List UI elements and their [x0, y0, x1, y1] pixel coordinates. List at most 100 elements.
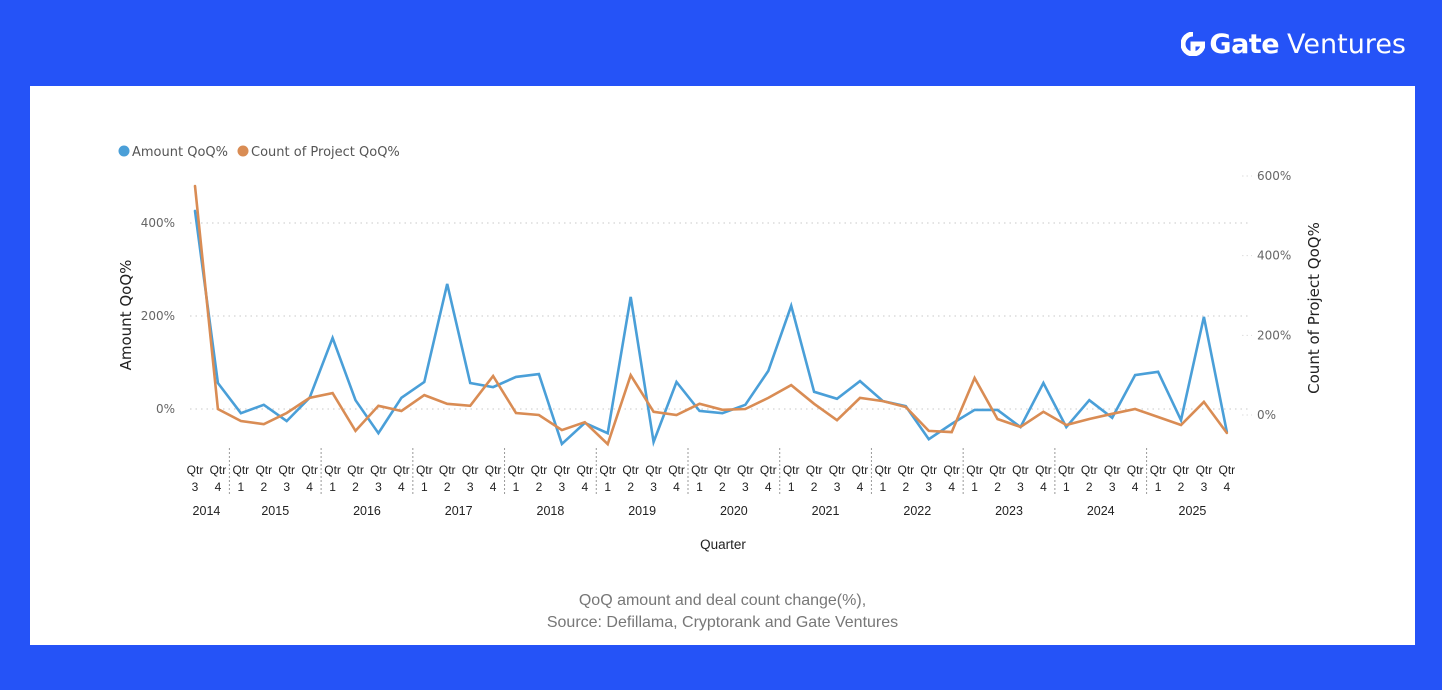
x-tick-quarter-prefix: Qtr	[1127, 463, 1144, 477]
x-tick-quarter-prefix: Qtr	[233, 463, 250, 477]
x-tick-quarter-number: 2	[627, 480, 634, 494]
x-tick-quarter-prefix: Qtr	[1081, 463, 1098, 477]
x-tick-quarter-prefix: Qtr	[347, 463, 364, 477]
x-tick-quarter-prefix: Qtr	[989, 463, 1006, 477]
x-tick-quarter-prefix: Qtr	[301, 463, 318, 477]
x-tick-quarter-number: 2	[719, 480, 726, 494]
x-tick-year: 2014	[193, 504, 221, 518]
x-tick-quarter-number: 4	[398, 480, 405, 494]
x-tick-quarter-number: 2	[444, 480, 451, 494]
chart-card: Amount QoQ% Count of Project QoQ% 0% 200%…	[30, 86, 1415, 645]
x-tick-quarter-prefix: Qtr	[554, 463, 571, 477]
caption-line-2: Source: Defillama, Cryptorank and Gate V…	[546, 614, 899, 631]
x-tick-quarter-number: 3	[1017, 480, 1024, 494]
x-tick-quarter-number: 3	[925, 480, 932, 494]
x-tick-quarter-number: 2	[902, 480, 909, 494]
left-tick-label: 400%	[141, 216, 175, 230]
x-tick-year: 2016	[353, 504, 381, 518]
x-tick-quarter-number: 4	[857, 480, 864, 494]
x-tick-quarter-prefix: Qtr	[393, 463, 410, 477]
x-tick-quarter-number: 1	[1155, 480, 1162, 494]
x-tick-quarter-number: 1	[421, 480, 428, 494]
x-tick-quarter-prefix: Qtr	[760, 463, 777, 477]
x-tick-quarter-prefix: Qtr	[714, 463, 731, 477]
legend-marker-count	[237, 145, 249, 157]
x-tick-quarter-prefix: Qtr	[531, 463, 548, 477]
x-tick-quarter-number: 1	[880, 480, 887, 494]
x-tick-quarter-number: 1	[971, 480, 978, 494]
x-tick-quarter-number: 1	[604, 480, 611, 494]
left-tick-label: 0%	[156, 402, 175, 416]
x-axis-title: Quarter	[700, 537, 746, 552]
x-tick-quarter-prefix: Qtr	[599, 463, 616, 477]
x-tick-quarter-number: 3	[650, 480, 657, 494]
x-tick-quarter-number: 2	[1086, 480, 1093, 494]
brand-name-bold: Gate	[1209, 28, 1280, 60]
x-tick-quarter-prefix: Qtr	[1219, 463, 1236, 477]
x-tick-quarter-number: 3	[192, 480, 199, 494]
x-tick-quarter-number: 4	[1132, 480, 1139, 494]
count-qoq-line	[193, 184, 1229, 447]
x-tick-quarter-prefix: Qtr	[1196, 463, 1213, 477]
x-tick-quarter-number: 1	[238, 480, 245, 494]
caption-line-1: QoQ amount and deal count change(%),	[578, 592, 867, 609]
x-tick-quarter-number: 3	[375, 480, 382, 494]
x-tick-quarter-number: 4	[673, 480, 680, 494]
x-tick-quarter-prefix: Qtr	[1035, 463, 1052, 477]
right-axis-ticks: 0% 200% 400% 600%	[1257, 169, 1291, 422]
gridlines	[190, 175, 1252, 416]
x-tick-quarter-number: 3	[834, 480, 841, 494]
x-tick-quarter-prefix: Qtr	[278, 463, 295, 477]
series-lines	[193, 184, 1229, 448]
x-tick-year: 2021	[812, 504, 840, 518]
x-tick-quarter-prefix: Qtr	[943, 463, 960, 477]
x-tick-quarter-prefix: Qtr	[576, 463, 593, 477]
legend-marker-amount	[118, 145, 130, 157]
gate-logo-icon	[1181, 32, 1206, 56]
x-tick-quarter-prefix: Qtr	[737, 463, 754, 477]
x-tick-quarter-number: 3	[559, 480, 566, 494]
x-tick-year: 2023	[995, 504, 1023, 518]
x-tick-quarter-number: 4	[581, 480, 588, 494]
x-tick-year: 2018	[537, 504, 565, 518]
x-tick-quarter-number: 1	[1063, 480, 1070, 494]
x-tick-quarter-prefix: Qtr	[1012, 463, 1029, 477]
x-tick-quarter-number: 2	[536, 480, 543, 494]
x-tick-quarter-prefix: Qtr	[897, 463, 914, 477]
x-tick-year: 2017	[445, 504, 473, 518]
x-tick-quarter-prefix: Qtr	[187, 463, 204, 477]
x-tick-year: 2022	[903, 504, 931, 518]
x-tick-quarter-number: 1	[329, 480, 336, 494]
x-tick-quarter-prefix: Qtr	[1058, 463, 1075, 477]
right-tick-label: 200%	[1257, 328, 1291, 342]
qoq-line-chart: Amount QoQ% Count of Project QoQ% 0% 200%…	[117, 145, 1323, 552]
x-tick-quarter-number: 3	[283, 480, 290, 494]
right-tick-label: 0%	[1257, 408, 1276, 422]
x-tick-quarter-prefix: Qtr	[622, 463, 639, 477]
x-tick-quarter-prefix: Qtr	[1150, 463, 1167, 477]
x-tick-quarter-prefix: Qtr	[966, 463, 983, 477]
x-axis: Qtr 3 Qtr 4 2014 Qtr 1 Qtr 2 Qtr 3 Qtr 4 2015 Qtr 1 Qtr 2…	[187, 448, 1236, 518]
x-tick-quarter-prefix: Qtr	[255, 463, 272, 477]
x-tick-quarter-number: 2	[1178, 480, 1185, 494]
x-tick-quarter-prefix: Qtr	[691, 463, 708, 477]
x-tick-quarter-prefix: Qtr	[875, 463, 892, 477]
x-tick-year: 2019	[628, 504, 656, 518]
gate-ventures-logo: Gate Ventures	[1181, 24, 1406, 64]
left-axis-title: Amount QoQ%	[117, 260, 135, 371]
x-tick-quarter-prefix: Qtr	[210, 463, 227, 477]
x-tick-quarter-prefix: Qtr	[439, 463, 456, 477]
right-tick-label: 600%	[1257, 169, 1291, 183]
x-tick-quarter-prefix: Qtr	[645, 463, 662, 477]
x-tick-quarter-number: 2	[352, 480, 359, 494]
left-axis-ticks: 0% 200% 400%	[141, 216, 175, 416]
x-tick-quarter-prefix: Qtr	[829, 463, 846, 477]
x-tick-quarter-number: 3	[1109, 480, 1116, 494]
x-tick-quarter-prefix: Qtr	[508, 463, 525, 477]
legend-label-amount[interactable]: Amount QoQ%	[132, 145, 228, 160]
x-tick-quarter-prefix: Qtr	[462, 463, 479, 477]
x-tick-quarter-prefix: Qtr	[370, 463, 387, 477]
x-tick-quarter-number: 3	[467, 480, 474, 494]
legend-label-count[interactable]: Count of Project QoQ%	[251, 145, 400, 160]
x-tick-quarter-prefix: Qtr	[416, 463, 433, 477]
